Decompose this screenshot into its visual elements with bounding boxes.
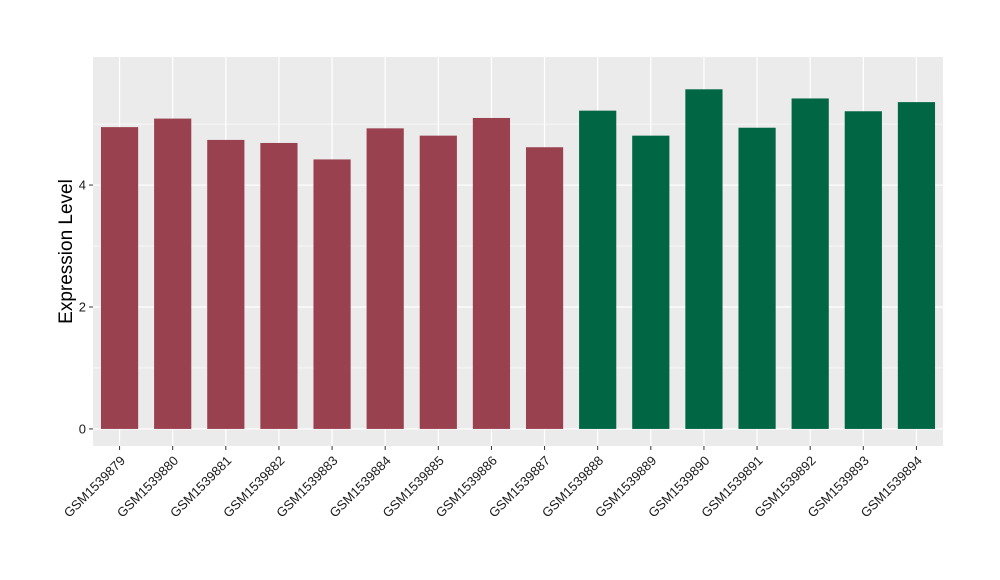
bar	[100, 127, 139, 429]
bar	[579, 110, 617, 429]
bar	[472, 117, 511, 429]
bar	[207, 139, 245, 429]
bar	[154, 118, 192, 429]
y-tick-label: 4	[79, 178, 86, 193]
bars	[100, 89, 936, 429]
bar	[632, 135, 670, 429]
bar	[525, 147, 564, 429]
y-axis: 0 2 4	[79, 178, 93, 436]
bar	[791, 98, 829, 429]
bar	[685, 89, 723, 429]
y-tick-label: 2	[79, 299, 86, 314]
bar	[419, 135, 457, 429]
bar	[260, 142, 298, 429]
bar	[366, 128, 404, 429]
x-axis: GSM1539879GSM1539880GSM1539881GSM1539882…	[61, 446, 925, 520]
bar	[738, 127, 776, 429]
bar	[844, 111, 882, 429]
bar	[897, 102, 936, 429]
y-tick-label: 0	[79, 421, 86, 436]
bar	[313, 159, 351, 429]
y-axis-title: Expression Level	[56, 179, 77, 324]
